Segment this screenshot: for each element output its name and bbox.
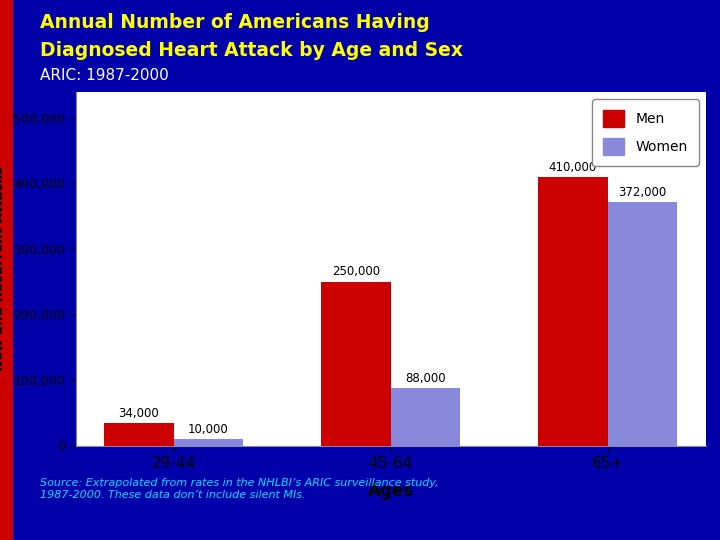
Text: 88,000: 88,000	[405, 372, 446, 384]
Y-axis label: New and Recurrent Attacks: New and Recurrent Attacks	[0, 166, 6, 371]
Text: 372,000: 372,000	[618, 186, 667, 199]
Legend: Men, Women: Men, Women	[593, 99, 698, 166]
Text: Diagnosed Heart Attack by Age and Sex: Diagnosed Heart Attack by Age and Sex	[40, 40, 463, 59]
Text: ARIC: 1987-2000: ARIC: 1987-2000	[40, 68, 168, 83]
Text: 10,000: 10,000	[188, 423, 229, 436]
Text: 250,000: 250,000	[332, 266, 380, 279]
Bar	[321, 282, 391, 446]
Bar	[391, 388, 460, 445]
X-axis label: Ages: Ages	[368, 482, 413, 500]
Text: 34,000: 34,000	[119, 407, 159, 420]
Text: 410,000: 410,000	[549, 161, 597, 174]
Bar	[608, 202, 677, 446]
Text: Source: Extrapolated from rates in the NHLBI’s ARIC surveillance study,
1987-200: Source: Extrapolated from rates in the N…	[40, 478, 438, 500]
Text: Annual Number of Americans Having: Annual Number of Americans Having	[40, 14, 429, 32]
Bar	[538, 177, 608, 446]
Bar	[104, 423, 174, 446]
Bar	[174, 439, 243, 446]
